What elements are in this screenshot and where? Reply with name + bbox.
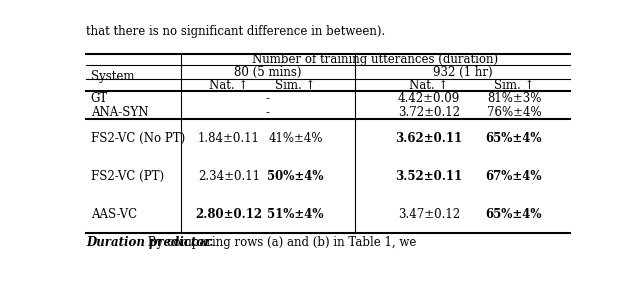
Text: 3.72±0.12: 3.72±0.12	[397, 106, 460, 119]
Text: 81%±3%: 81%±3%	[487, 92, 541, 105]
Text: Number of training utterances (duration): Number of training utterances (duration)	[252, 53, 499, 66]
Text: 3.62±0.11: 3.62±0.11	[395, 132, 462, 145]
Text: 76%±4%: 76%±4%	[486, 106, 541, 119]
Text: 2.34±0.11: 2.34±0.11	[198, 170, 260, 183]
Text: that there is no significant difference in between).: that there is no significant difference …	[86, 25, 385, 38]
Text: Nat. ↑: Nat. ↑	[209, 79, 248, 92]
Text: 3.52±0.11: 3.52±0.11	[395, 170, 462, 183]
Text: FS2-VC (No PT): FS2-VC (No PT)	[91, 132, 185, 145]
Text: FS2-VC (PT): FS2-VC (PT)	[91, 170, 164, 183]
Text: 4.42±0.09: 4.42±0.09	[397, 92, 460, 105]
Text: 50%±4%: 50%±4%	[268, 170, 324, 183]
Text: 80 (5 mins): 80 (5 mins)	[234, 66, 301, 79]
Text: ANA-SYN: ANA-SYN	[91, 106, 148, 119]
Text: 41%±4%: 41%±4%	[268, 132, 323, 145]
Text: 67%±4%: 67%±4%	[486, 170, 542, 183]
Text: System: System	[91, 70, 134, 83]
Text: 932 (1 hr): 932 (1 hr)	[433, 66, 492, 79]
Text: -: -	[266, 106, 270, 119]
Text: -: -	[266, 92, 270, 105]
Text: Sim. ↑: Sim. ↑	[494, 79, 534, 92]
Text: 65%±4%: 65%±4%	[486, 132, 542, 145]
Text: Sim. ↑: Sim. ↑	[275, 79, 316, 92]
Text: GT: GT	[91, 92, 108, 105]
Text: Nat. ↑: Nat. ↑	[409, 79, 449, 92]
Text: AAS-VC: AAS-VC	[91, 208, 137, 221]
Text: By comparing rows (a) and (b) in Table 1, we: By comparing rows (a) and (b) in Table 1…	[145, 236, 417, 249]
Text: 2.80±0.12: 2.80±0.12	[195, 208, 262, 221]
Text: 51%±4%: 51%±4%	[268, 208, 324, 221]
Text: 3.47±0.12: 3.47±0.12	[397, 208, 460, 221]
Text: 65%±4%: 65%±4%	[486, 208, 542, 221]
Text: Duration predictor.: Duration predictor.	[86, 236, 214, 249]
Text: 1.84±0.11: 1.84±0.11	[198, 132, 260, 145]
